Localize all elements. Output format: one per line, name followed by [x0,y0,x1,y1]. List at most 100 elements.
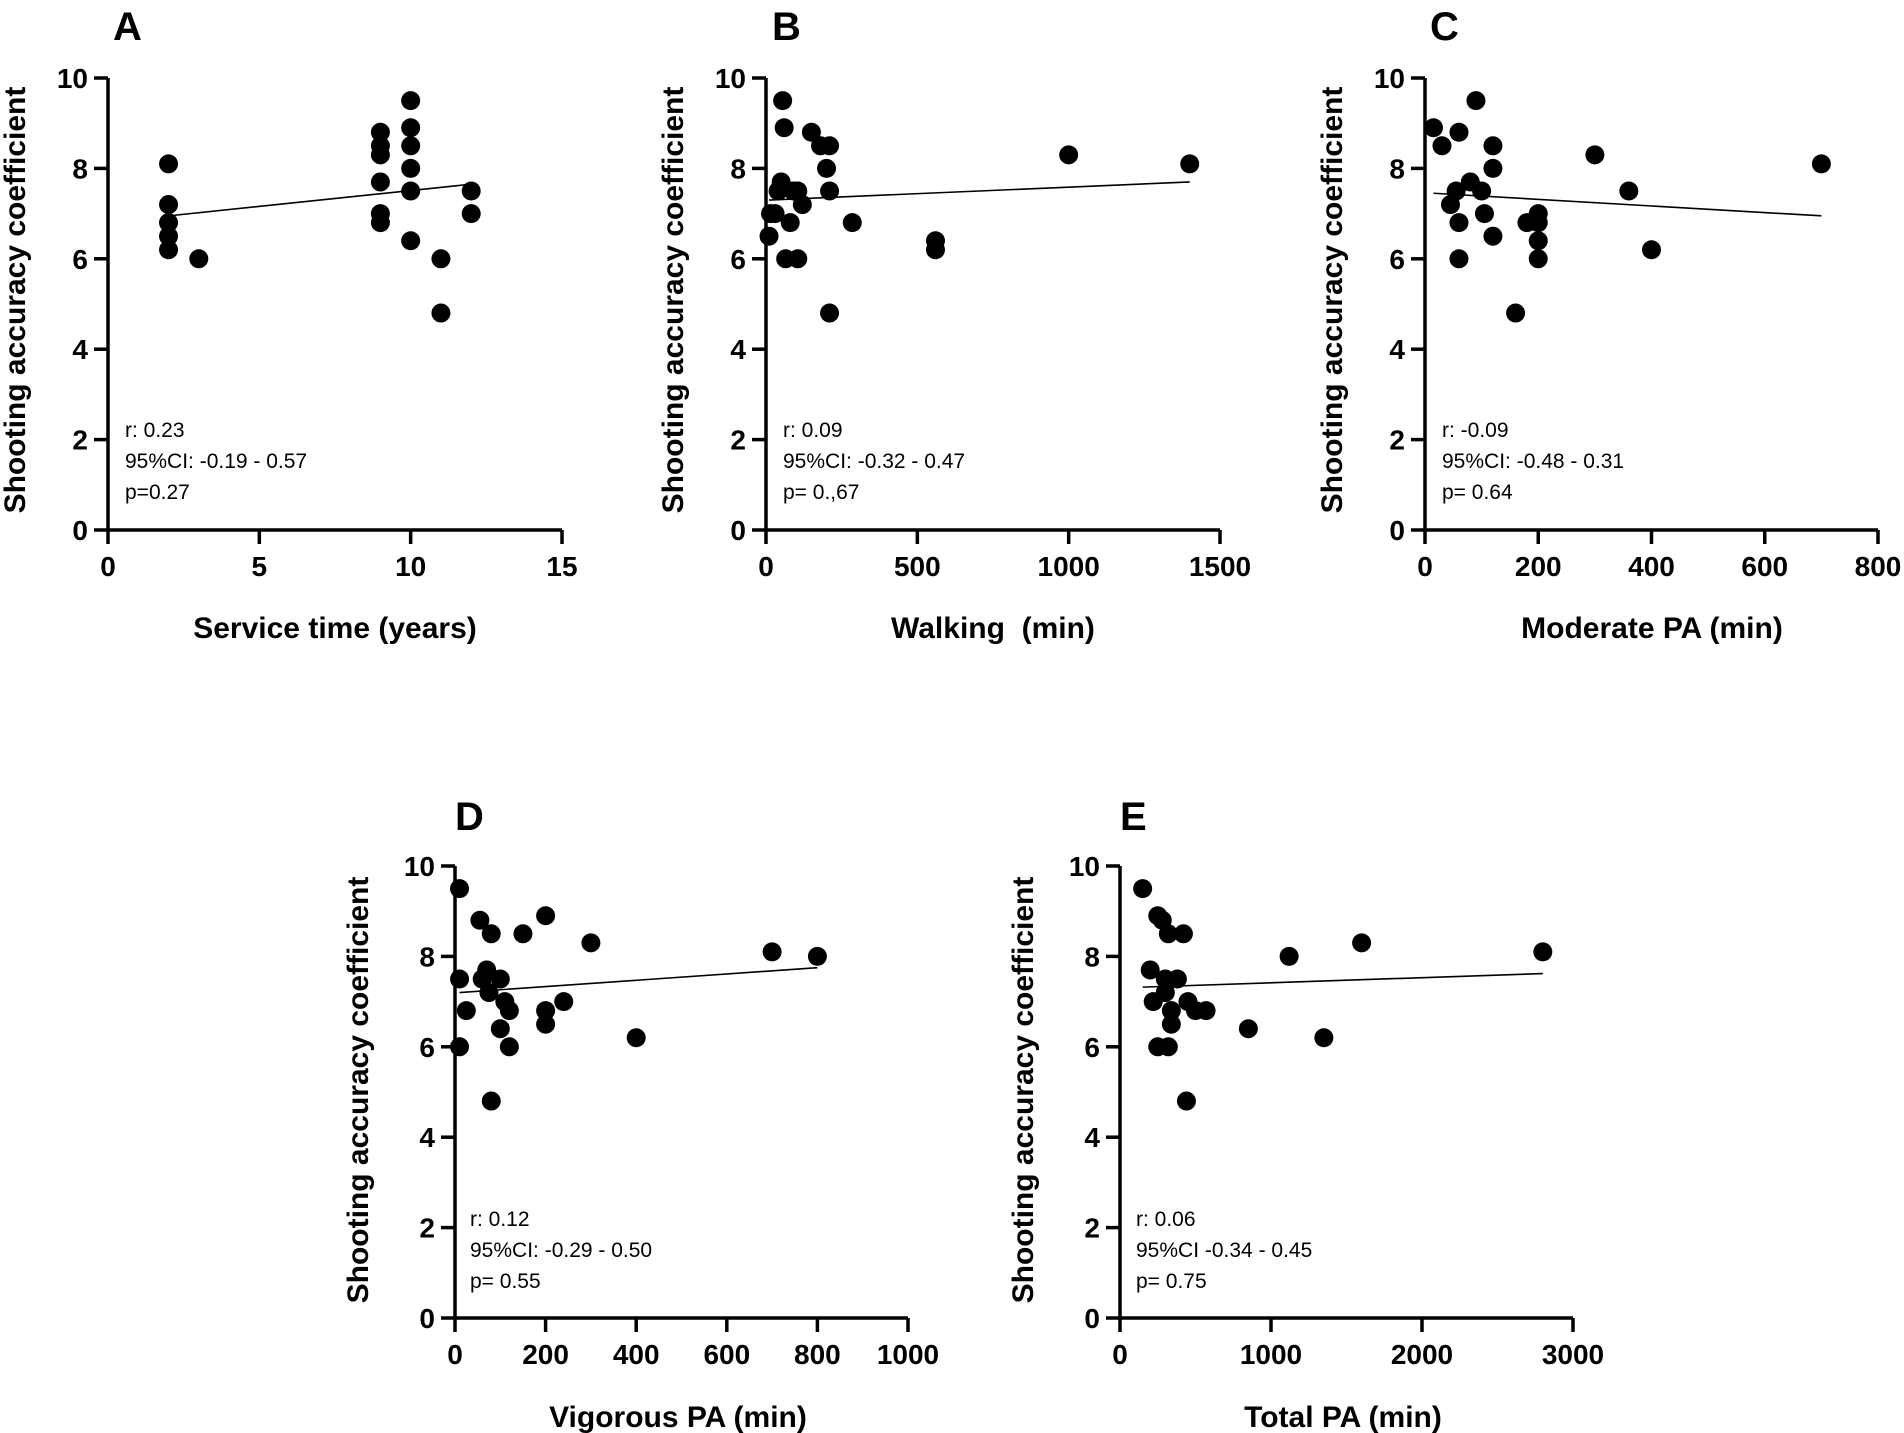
panel-d-stat-p: p= 0.55 [470,1270,541,1293]
panel-b-data-point [788,249,808,269]
panel-e-data-point [1133,879,1153,899]
panel-e-x-tick-label: 3000 [1542,1339,1604,1370]
panel-a-data-point [159,240,179,260]
panel-a-data-point [401,181,421,201]
panel-b-y-tick-label: 6 [730,244,746,275]
panel-a-data-point [370,172,390,192]
panel-e-y-axis-title: Shooting accuracy coefficient [1007,877,1040,1304]
panel-a-x-axis-title: Service time (years) [193,612,477,645]
panel-d-data-point [481,1091,501,1111]
panel-d-x-tick-label: 800 [794,1339,841,1370]
panel-b-x-tick-label: 500 [894,551,941,582]
panel-c-x-tick-label: 0 [1417,551,1433,582]
panel-d: D Vigorous PA (min) Shooting accuracy co… [342,795,939,1433]
panel-d-data-point [499,1037,519,1057]
panel-c-data-point [1432,136,1452,156]
panel-d-stat-ci: 95%CI: -0.29 - 0.50 [470,1239,652,1262]
panel-b-data-point [792,195,812,215]
panel-d-data-point [470,910,490,930]
panel-b-data-point [817,158,837,178]
panel-c-x-tick-label: 200 [1515,551,1562,582]
panel-d-regression-line [459,966,818,994]
panel-d-y-tick-label: 6 [419,1032,435,1063]
panel-c-y-axis-title: Shooting accuracy coefficient [1316,87,1349,514]
panel-d-x-axis-title: Vigorous PA (min) [549,1401,807,1433]
panel-c-data-point [1449,213,1469,233]
panel-c-data-point [1449,249,1469,269]
panel-e-regression-line [1142,972,1543,988]
panel-e-y-tick-label: 4 [1084,1122,1100,1153]
panel-a-data-point [431,249,451,269]
panel-e-data-point [1279,946,1299,966]
panel-a-x-tick-label: 10 [395,551,426,582]
panel-e-data-point [1140,960,1160,980]
panel-b-data-point [774,118,794,138]
panel-c-data-point [1506,303,1526,323]
panel-e-letter: E [1120,795,1147,839]
panel-e-data-point [1161,1001,1181,1021]
panel-b-data-point [759,226,779,246]
panel-a-y-tick-label: 0 [72,515,88,546]
panel-d-data-point [490,969,510,989]
panel-a-stat-r: r: 0.23 [125,419,185,442]
panel-a-data-point [401,158,421,178]
panel-b-data-point [780,213,800,233]
panel-a-data-point [159,195,179,215]
panel-c-data-point [1466,91,1486,111]
panel-b-y-tick-label: 2 [730,425,746,456]
panel-a-data-point [461,181,481,201]
panel-c-data-point [1811,154,1831,174]
panel-c-x-tick-label: 600 [1741,551,1788,582]
panel-e-stat-r: r: 0.06 [1136,1208,1196,1231]
panel-e-data-point [1196,1001,1216,1021]
panel-c-y-tick-label: 10 [1374,63,1405,94]
panel-e-data-point [1155,983,1175,1003]
panel-d-data-point [762,942,782,962]
panel-d-data-point [450,969,470,989]
panel-b-data-point [820,303,840,323]
panel-a-x-tick-label: 5 [252,551,268,582]
panel-a-stat-p: p=0.27 [125,481,190,504]
panel-d-data-point [479,983,499,1003]
panel-b-stat-ci: 95%CI: -0.32 - 0.47 [783,450,965,473]
panel-e-data-point [1158,924,1178,944]
panel-a-letter: A [113,5,142,49]
panel-c-stat-p: p= 0.64 [1442,481,1513,504]
panel-c-data-point [1619,181,1639,201]
panel-b-y-axis-title: Shooting accuracy coefficient [657,87,690,514]
panel-b-letter: B [772,5,801,49]
panel-c-data-point [1483,136,1503,156]
panel-c-data-point [1446,181,1466,201]
panel-c-x-tick-label: 400 [1628,551,1675,582]
panel-e-y-tick-label: 2 [1084,1213,1100,1244]
panel-d-data-point [481,924,501,944]
panel-b-data-point [765,204,785,224]
panel-a-data-point [159,154,179,174]
panel-d-stat-r: r: 0.12 [470,1208,530,1231]
panel-b-y-tick-label: 4 [730,334,746,365]
panel-e-data-point [1167,969,1187,989]
panel-a-y-tick-label: 4 [72,334,88,365]
panel-b-y-tick-label: 8 [730,153,746,184]
panel-c-y-tick-label: 0 [1389,515,1405,546]
panel-b-data-point [842,213,862,233]
panel-a-y-axis-title: Shooting accuracy coefficient [0,87,32,514]
panel-e-y-tick-label: 8 [1084,941,1100,972]
panel-e-data-point [1533,942,1553,962]
panel-d-data-point [807,946,827,966]
panel-e: E Total PA (min) Shooting accuracy coeff… [1007,795,1604,1433]
panel-e-x-tick-label: 1000 [1240,1339,1302,1370]
panel-d-data-point [536,1001,556,1021]
panel-a-data-point [401,231,421,251]
panel-d-data-point [499,1001,519,1021]
panel-e-data-point [1161,1014,1181,1034]
panel-d-x-tick-label: 200 [522,1339,569,1370]
panel-d-x-tick-label: 1000 [877,1339,939,1370]
panel-b-x-tick-label: 1500 [1189,551,1251,582]
panel-d-data-point [450,1037,470,1057]
panel-e-stat-ci: 95%CI -0.34 - 0.45 [1136,1239,1312,1262]
panel-e-stat-p: p= 0.75 [1136,1270,1207,1293]
panel-c-data-point [1528,231,1548,251]
panel-c-regression-line [1433,192,1822,217]
panel-e-data-point [1176,1091,1196,1111]
